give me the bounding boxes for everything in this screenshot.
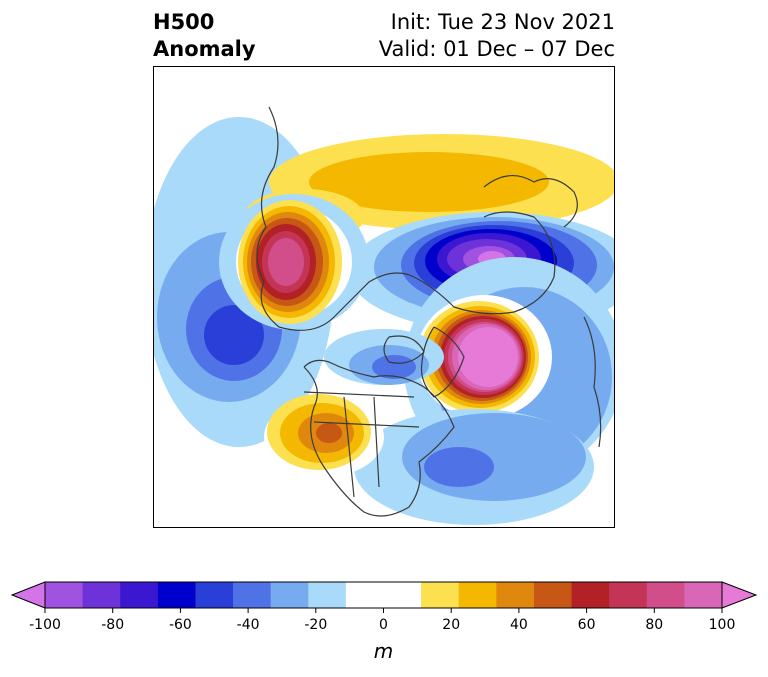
colorbar-segment xyxy=(82,582,121,608)
colorbar-tick-label: -80 xyxy=(101,617,124,633)
title-variable: H500 xyxy=(153,10,215,34)
init-date: Init: Tue 23 Nov 2021 xyxy=(390,10,615,34)
anomaly-map xyxy=(153,66,615,528)
colorbar-tick-label: 60 xyxy=(578,617,596,633)
colorbar-segment xyxy=(684,582,723,608)
chart-title: H500 Anomaly xyxy=(153,9,256,63)
colorbar-segment xyxy=(195,582,234,608)
colorbar-tick-label: -40 xyxy=(237,617,260,633)
colorbar-canvas: -100 -80 -60 -40 -20 0 20 40 60 80 100 m xyxy=(10,581,758,663)
colorbar-segment xyxy=(533,582,573,608)
colorbar-tick-label: 40 xyxy=(510,617,528,633)
colorbar-segment xyxy=(233,582,272,608)
colorbar-segment xyxy=(496,582,535,608)
colorbar-tick-label: -60 xyxy=(169,617,192,633)
colorbar-segment xyxy=(270,582,309,608)
colorbar-segment xyxy=(120,582,159,608)
anomaly-atlantic-negative xyxy=(354,409,594,525)
colorbar-segment xyxy=(383,582,422,608)
valid-range: Valid: 01 Dec – 07 Dec xyxy=(378,37,615,61)
colorbar-tick-label: -100 xyxy=(29,617,61,633)
colorbar-tick-label: 100 xyxy=(709,617,736,633)
anomaly-canada-negative xyxy=(324,329,444,385)
colorbar-tick-label: 80 xyxy=(645,617,663,633)
anomaly-westus-positive xyxy=(264,394,384,477)
colorbar-left-arrow xyxy=(10,581,46,609)
anomaly-alaska-positive xyxy=(219,194,369,330)
colorbar-segment xyxy=(345,582,384,608)
colorbar-segment xyxy=(609,582,648,608)
chart-dates: Init: Tue 23 Nov 2021 Valid: 01 Dec – 07… xyxy=(379,9,615,63)
title-field: Anomaly xyxy=(153,37,256,61)
colorbar-segment xyxy=(45,582,84,608)
colorbar-right-arrow xyxy=(721,581,758,609)
colorbar-unit-label: m xyxy=(374,639,393,663)
coastlines xyxy=(256,106,602,517)
colorbar-segment xyxy=(421,582,460,608)
colorbar-segment xyxy=(571,582,610,608)
colorbar-segment xyxy=(157,582,196,608)
colorbar-segment xyxy=(458,582,497,608)
colorbar: -100 -80 -60 -40 -20 0 20 40 60 80 100 m xyxy=(0,578,768,673)
colorbar-tick-label: -20 xyxy=(304,617,327,633)
colorbar-tick-label: 20 xyxy=(442,617,460,633)
colorbar-segment xyxy=(646,582,685,608)
colorbar-segment xyxy=(308,582,347,608)
colorbar-tick-label: 0 xyxy=(379,617,388,633)
map-canvas xyxy=(154,106,614,525)
